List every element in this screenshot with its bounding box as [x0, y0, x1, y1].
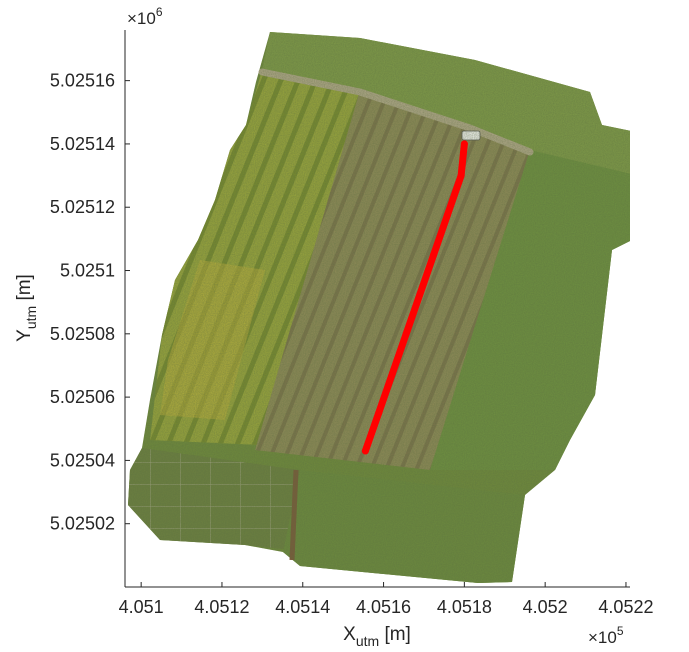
y-axis-ticks: 5.02502 5.02504 5.02506 5.02508 5.0251 5.0251… — [50, 71, 130, 534]
x-axis-ticks: 4.051 4.0512 4.0514 4.0516 4.0518 4.052 4.0522 — [119, 582, 653, 617]
trajectory-point — [388, 369, 396, 377]
trajectory-point — [430, 251, 438, 259]
x-tick-label: 4.0516 — [356, 597, 411, 617]
x-exponent-label: ×105 — [588, 624, 624, 647]
trajectory-layer — [361, 140, 468, 455]
y-tick-label: 5.02508 — [50, 324, 115, 344]
x-tick-label: 4.0518 — [437, 597, 492, 617]
x-tick-label: 4.051 — [119, 597, 164, 617]
y-tick-label: 5.0251 — [60, 261, 115, 281]
trajectory-point — [443, 211, 451, 219]
orthomosaic-image — [128, 32, 630, 583]
x-tick-label: 4.0522 — [598, 597, 653, 617]
x-tick-label: 4.0514 — [275, 597, 330, 617]
x-tick-label: 4.052 — [523, 597, 568, 617]
trajectory-point — [361, 447, 369, 455]
axes: 4.051 4.0512 4.0514 4.0516 4.0518 4.052 4.0522… — [50, 30, 653, 617]
y-exponent-label: ×106 — [127, 5, 163, 28]
y-axis-label: Yutm [m] — [14, 274, 39, 342]
y-tick-label: 5.02514 — [50, 134, 115, 154]
x-tick-label: 4.0512 — [194, 597, 249, 617]
trajectory-point — [375, 409, 383, 417]
trajectory-point — [416, 290, 424, 298]
image-texture — [128, 32, 630, 583]
y-tick-label: 5.02506 — [50, 387, 115, 407]
y-tick-label: 5.02512 — [50, 197, 115, 217]
trajectory-point — [457, 172, 465, 180]
y-tick-label: 5.02516 — [50, 71, 115, 91]
y-tick-label: 5.02502 — [50, 514, 115, 534]
trajectory-point — [402, 330, 410, 338]
x-axis-label: Xutm [m] — [343, 624, 411, 649]
y-tick-label: 5.02504 — [50, 450, 115, 470]
trajectory-point — [460, 140, 468, 148]
